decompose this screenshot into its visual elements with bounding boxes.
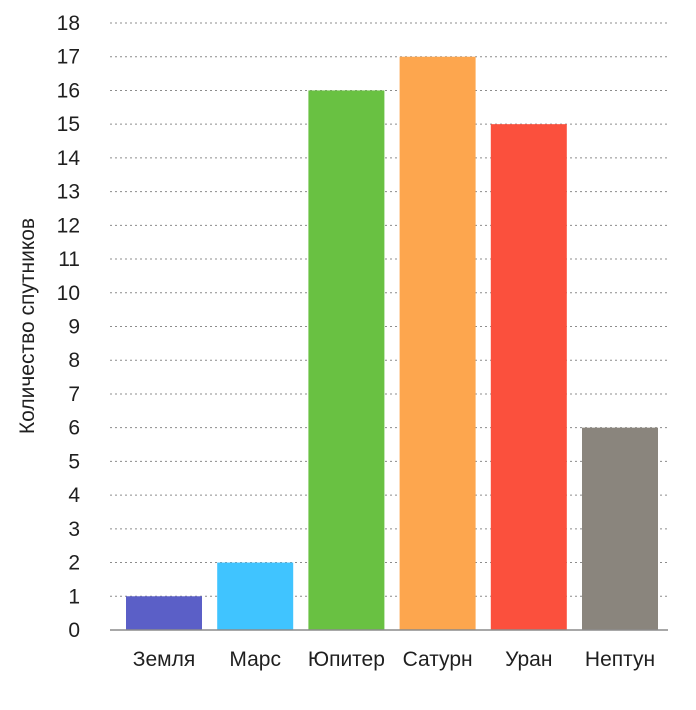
y-tick-label: 4 <box>68 484 80 507</box>
bar-3 <box>308 90 385 630</box>
y-tick-label: 8 <box>68 349 80 372</box>
x-tick-label: Уран <box>505 648 552 671</box>
gridlines <box>110 22 668 597</box>
bar-5 <box>490 124 567 631</box>
x-tick-labels: Земля Марс Юпитер Сатурн Уран Нептун <box>133 648 655 671</box>
y-tick-label: 15 <box>57 113 80 136</box>
y-tick-label: 11 <box>58 248 80 271</box>
y-tick-label: 18 <box>57 12 80 35</box>
y-tick-label: 0 <box>68 619 80 642</box>
bar-4 <box>399 56 476 630</box>
x-tick-label: Марс <box>229 648 281 671</box>
y-tick-label: 14 <box>57 147 81 170</box>
y-tick-label: 5 <box>68 450 80 473</box>
y-tick-label: 9 <box>68 316 80 339</box>
y-tick-label: 13 <box>57 181 80 204</box>
y-tick-label: 7 <box>68 383 80 406</box>
x-tick-label: Юпитер <box>308 648 385 671</box>
x-tick-label: Нептун <box>585 648 655 671</box>
y-tick-label: 6 <box>68 417 80 440</box>
y-tick-label: 16 <box>57 79 80 102</box>
y-tick-label: 1 <box>68 585 80 608</box>
x-tick-label: Сатурн <box>403 648 473 671</box>
y-tick-label: 2 <box>68 552 80 575</box>
y-tick-label: 17 <box>57 46 80 69</box>
bars <box>126 56 658 631</box>
bar-1 <box>126 596 202 630</box>
bar-6 <box>582 427 658 630</box>
y-tick-label: 10 <box>57 282 80 305</box>
bar-2 <box>217 562 294 630</box>
x-tick-label: Земля <box>133 648 195 671</box>
y-axis-label: Количество спутников <box>16 218 39 434</box>
y-tick-label: 3 <box>68 518 80 541</box>
y-tick-label: 12 <box>57 214 80 237</box>
